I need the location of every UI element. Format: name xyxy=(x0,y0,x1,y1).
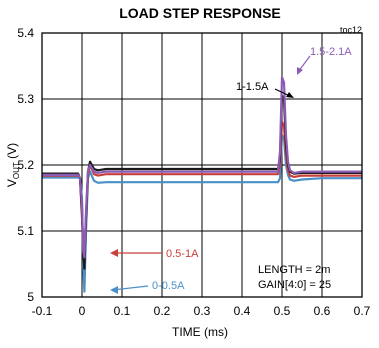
x-tick-label: 0.4 xyxy=(234,304,251,318)
note-line-gain: GAIN[4:0] = 25 xyxy=(258,279,331,291)
x-axis-label: TIME (ms) xyxy=(172,325,228,339)
annotation-label-0-0-5a: 0-0.5A xyxy=(152,280,185,292)
series-line-1-5-2-1a xyxy=(42,76,362,259)
x-tick-label: 0.1 xyxy=(114,304,131,318)
figure-id: toc12 xyxy=(340,25,362,35)
x-tick-label: -0.1 xyxy=(32,304,53,318)
annotation-arrowhead-1-1-5a xyxy=(286,92,294,98)
test-conditions-note: LENGTH = 2m GAIN[4:0] = 25 xyxy=(258,264,331,291)
y-tick-label: 5.1 xyxy=(17,224,34,238)
x-tick-label: 0 xyxy=(79,304,86,318)
note-line-length: LENGTH = 2m xyxy=(258,264,330,276)
annotation-arrowhead-0-0-5a xyxy=(110,286,118,294)
x-tick-labels: -0.1 0 0.1 0.2 0.3 0.4 0.5 0.6 0.7 xyxy=(32,304,371,318)
x-tick-label: 0.6 xyxy=(314,304,331,318)
x-tick-label: 0.2 xyxy=(154,304,171,318)
y-tick-labels: 5 5.1 5.2 5.3 5.4 xyxy=(17,26,34,304)
series-lines xyxy=(42,76,362,293)
y-tick-label: 5.2 xyxy=(17,158,34,172)
annotation-label-1-1-5a: 1-1.5A xyxy=(236,81,269,93)
y-tick-label: 5 xyxy=(27,290,34,304)
y-tick-label: 5.3 xyxy=(17,92,34,106)
annotation-arrowhead-0-5-1a xyxy=(110,249,118,257)
x-tick-label: 0.5 xyxy=(274,304,291,318)
annotation-arrow-0-0-5a xyxy=(112,285,149,291)
y-axis-label-unit: (V) xyxy=(5,143,19,162)
series-line-0-0-5a xyxy=(42,134,362,293)
chart-title: LOAD STEP RESPONSE xyxy=(119,5,281,21)
x-tick-label: 0.7 xyxy=(354,304,371,318)
series-annotations: 1-1.5A 1.5-2.1A 0.5-1A 0-0.5A xyxy=(110,46,352,294)
annotation-arrowhead-1-5-2-1a xyxy=(297,67,303,75)
y-axis-label-main: V xyxy=(5,179,19,187)
y-axis-label: VOUT (V) xyxy=(5,143,21,187)
y-tick-label: 5.4 xyxy=(17,26,34,40)
plot-frame xyxy=(41,32,363,298)
x-tick-label: 0.3 xyxy=(194,304,211,318)
annotation-label-1-5-2-1a: 1.5-2.1A xyxy=(310,46,352,58)
annotation-label-0-5-1a: 0.5-1A xyxy=(166,248,199,260)
y-axis-label-subscript: OUT xyxy=(12,162,21,179)
